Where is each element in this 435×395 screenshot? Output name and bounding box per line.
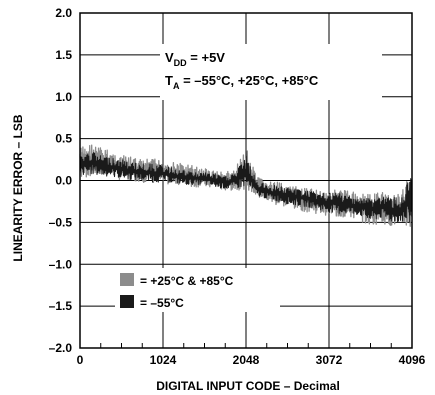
y-axis-ticks: 2.0 1.5 1.0 0.5 0.0 –0.5 –1.0 –1.5 –2.0 [49,6,73,355]
legend-label-minus55c: = –55°C [140,296,184,310]
vdd-annotation: VDD = +5V [165,50,225,68]
x-axis-ticks: 0 1024 2048 3072 4096 [77,353,426,367]
x-tick-label: 3072 [316,353,343,367]
x-axis-label: DIGITAL INPUT CODE – Decimal [156,379,340,393]
x-tick-label: 2048 [233,353,260,367]
y-tick-label: –2.0 [49,341,73,355]
y-tick-label: 0.5 [55,132,72,146]
y-tick-label: 2.0 [55,6,72,20]
y-tick-label: –1.0 [49,257,73,271]
legend-swatch-minus55c [120,295,134,308]
y-tick-label: –1.5 [49,299,73,313]
x-tick-label: 4096 [399,353,426,367]
legend-swatch-25-85c [120,273,134,286]
legend-label-25-85c: = +25°C & +85°C [140,274,234,288]
x-tick-label: 0 [77,353,84,367]
plot-area [79,144,413,227]
conditions-annotation: VDD = +5V TA = –55°C, +25°C, +85°C [160,44,382,100]
y-tick-label: –0.5 [49,215,73,229]
x-tick-label: 1024 [150,353,177,367]
series-minus55c-trace [79,152,413,223]
y-tick-label: 1.0 [55,90,72,104]
legend: = +25°C & +85°C = –55°C [115,268,280,312]
y-tick-label: 1.5 [55,48,72,62]
plot-frame [79,12,413,349]
y-tick-label: 0.0 [55,174,72,188]
ta-annotation: TA = –55°C, +25°C, +85°C [165,73,319,91]
y-axis-label: LINEARITY ERROR – LSB [11,114,25,261]
